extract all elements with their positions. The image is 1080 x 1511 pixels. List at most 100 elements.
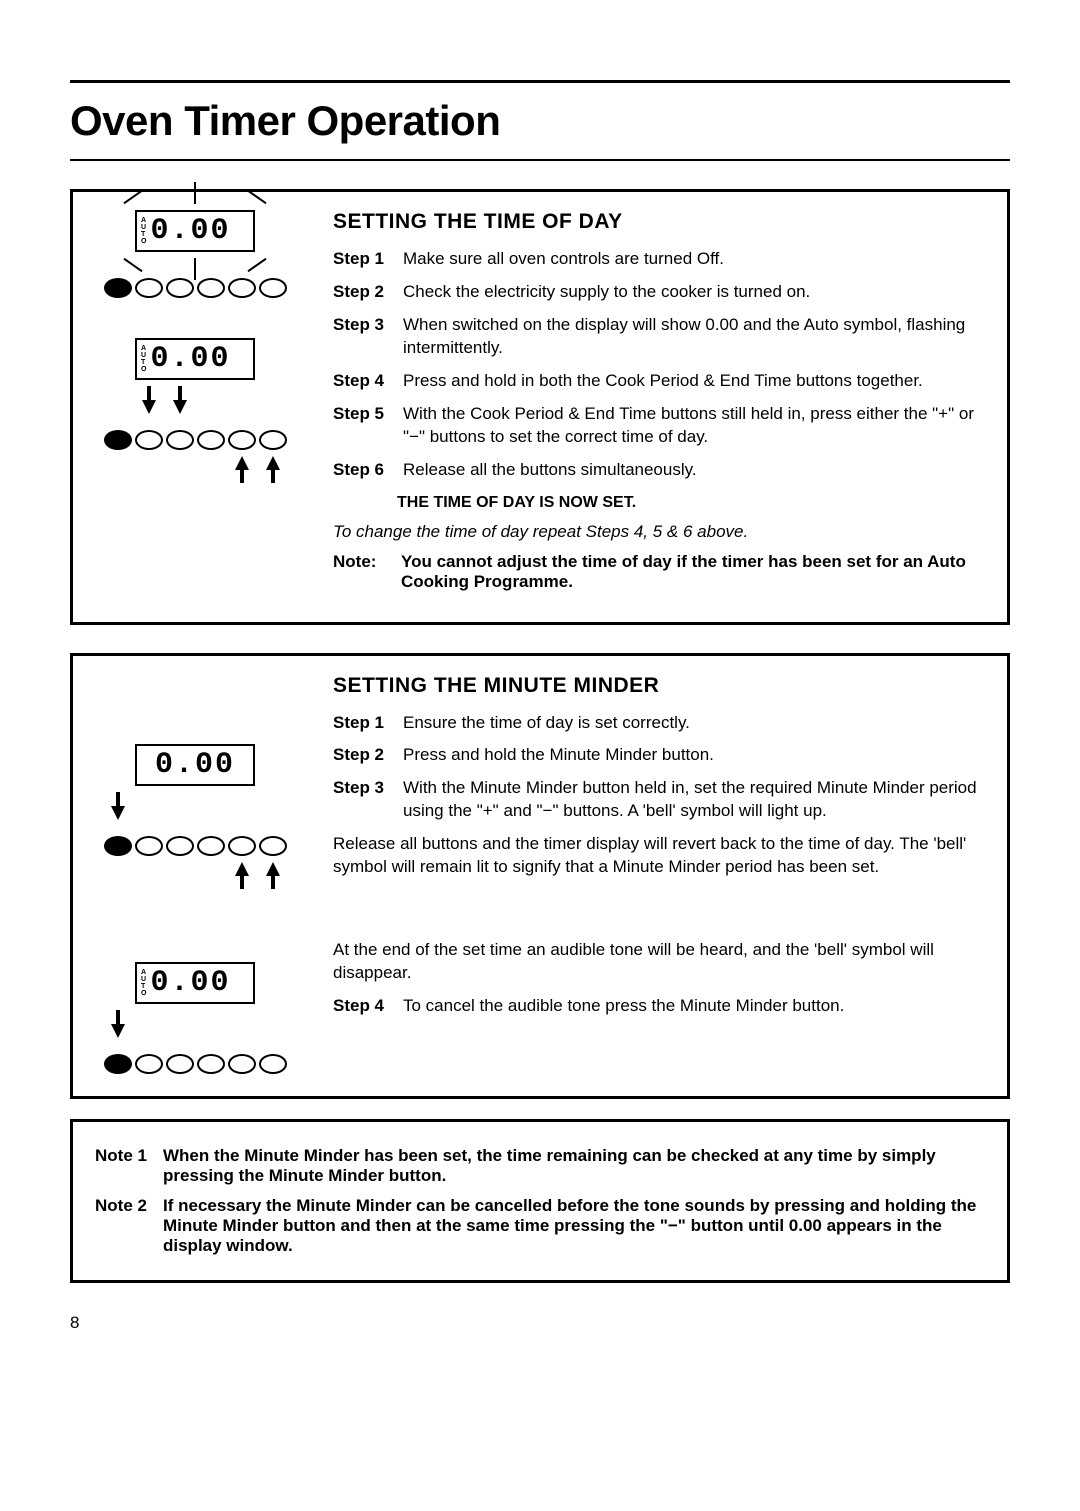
timer-button (104, 278, 132, 298)
repeat-note: To change the time of day repeat Steps 4… (333, 522, 985, 542)
timer-button (197, 278, 225, 298)
auto-letter: U (141, 976, 146, 983)
auto-letter: O (141, 990, 146, 997)
rule-top (70, 80, 1010, 83)
timer-button (228, 430, 256, 450)
timer-button (104, 430, 132, 450)
section-time-of-day: A U T O 0.00 (70, 189, 1010, 625)
step-text: Release all the buttons simultaneously. (403, 459, 985, 482)
step-label: Step 2 (333, 281, 395, 304)
auto-letter: T (141, 983, 146, 990)
auto-letter: A (141, 217, 146, 224)
auto-letter: O (141, 238, 146, 245)
arrow-down-icon (173, 400, 187, 414)
step-label: Step 3 (333, 777, 395, 823)
timer-display: A U T O 0.00 (135, 962, 255, 1004)
auto-indicator: A U T O (141, 345, 146, 373)
note-label: Note: (333, 552, 391, 592)
step-row: Step 2 Press and hold the Minute Minder … (333, 744, 985, 767)
note-label: Note 1 (95, 1146, 153, 1186)
step-text: With the Cook Period & End Time buttons … (403, 403, 985, 449)
step-text: To cancel the audible tone press the Min… (403, 995, 985, 1018)
timer-button (135, 430, 163, 450)
step-text: When switched on the display will show 0… (403, 314, 985, 360)
timer-button (166, 278, 194, 298)
arrow-up-icon (235, 456, 249, 470)
timer-button (197, 1054, 225, 1074)
page-title: Oven Timer Operation (70, 97, 1010, 145)
step-label: Step 1 (333, 712, 395, 735)
display-digits: 0.00 (150, 344, 230, 374)
note-text: If necessary the Minute Minder can be ca… (163, 1196, 985, 1256)
timer-button (197, 836, 225, 856)
timer-button (259, 1054, 287, 1074)
step-label: Step 3 (333, 314, 395, 360)
illustration-column-1: A U T O 0.00 (95, 210, 315, 600)
auto-letter: T (141, 359, 146, 366)
section-minute-minder: 0.00 (70, 653, 1010, 1099)
illustration-column-2: 0.00 (95, 674, 315, 1074)
timer-button (135, 278, 163, 298)
timer-button (166, 1054, 194, 1074)
step-row: Step 3 When switched on the display will… (333, 314, 985, 360)
step-label: Step 2 (333, 744, 395, 767)
confirm-text: THE TIME OF DAY IS NOW SET. (397, 494, 985, 512)
release-paragraph: Release all buttons and the timer displa… (333, 833, 985, 879)
step-row: Step 1 Ensure the time of day is set cor… (333, 712, 985, 735)
step-row: Step 1 Make sure all oven controls are t… (333, 248, 985, 271)
step-label: Step 4 (333, 370, 395, 393)
display-flash-wrap: A U T O 0.00 (100, 210, 290, 252)
section1-text: SETTING THE TIME OF DAY Step 1 Make sure… (333, 210, 985, 600)
step-text: Make sure all oven controls are turned O… (403, 248, 985, 271)
up-arrow-row (95, 862, 295, 892)
arrow-up-icon (266, 456, 280, 470)
note-text: When the Minute Minder has been set, the… (163, 1146, 985, 1186)
flash-tick (247, 190, 266, 204)
step-row: Step 6 Release all the buttons simultane… (333, 459, 985, 482)
timer-button (166, 836, 194, 856)
note-row: Note 2 If necessary the Minute Minder ca… (95, 1196, 985, 1256)
step-label: Step 1 (333, 248, 395, 271)
up-arrow-row (95, 456, 295, 486)
timer-button (197, 430, 225, 450)
step-label: Step 6 (333, 459, 395, 482)
illus-minute-minder-cancel: A U T O 0.00 (95, 962, 295, 1074)
display-digits: 0.00 (150, 216, 230, 246)
timer-button-row (95, 836, 295, 856)
section2-heading: SETTING THE MINUTE MINDER (333, 674, 985, 698)
display-digits: 0.00 (155, 750, 235, 780)
arrow-down-icon (142, 400, 156, 414)
step-label: Step 5 (333, 403, 395, 449)
flash-tick (123, 190, 142, 204)
step-row: Step 4 Press and hold in both the Cook P… (333, 370, 985, 393)
timer-button (259, 278, 287, 298)
timer-button (259, 430, 287, 450)
step-text: Check the electricity supply to the cook… (403, 281, 985, 304)
timer-button (228, 836, 256, 856)
flash-tick (123, 258, 142, 272)
arrow-down-icon (111, 1024, 125, 1038)
step-text: With the Minute Minder button held in, s… (403, 777, 985, 823)
step-label: Step 4 (333, 995, 395, 1018)
step-row: Step 2 Check the electricity supply to t… (333, 281, 985, 304)
auto-letter: U (141, 224, 146, 231)
illus-flashing-display: A U T O 0.00 (95, 210, 295, 298)
rule-under-title (70, 159, 1010, 161)
auto-letter: T (141, 231, 146, 238)
flash-tick (247, 258, 266, 272)
section2-text: SETTING THE MINUTE MINDER Step 1 Ensure … (333, 674, 985, 1074)
illus-press-buttons: A U T O 0.00 (95, 338, 295, 486)
timer-button-row (95, 430, 295, 450)
timer-button-row (95, 1054, 295, 1074)
illus-minute-minder-set: 0.00 (95, 744, 295, 892)
timer-button (166, 430, 194, 450)
notes-box: Note 1 When the Minute Minder has been s… (70, 1119, 1010, 1283)
timer-display: A U T O 0.00 (135, 210, 255, 252)
timer-button (135, 1054, 163, 1074)
arrow-down-icon (111, 806, 125, 820)
spacer (95, 674, 315, 704)
timer-button (104, 836, 132, 856)
auto-indicator: A U T O (141, 969, 146, 997)
down-arrow-row (95, 400, 295, 430)
auto-letter: A (141, 345, 146, 352)
